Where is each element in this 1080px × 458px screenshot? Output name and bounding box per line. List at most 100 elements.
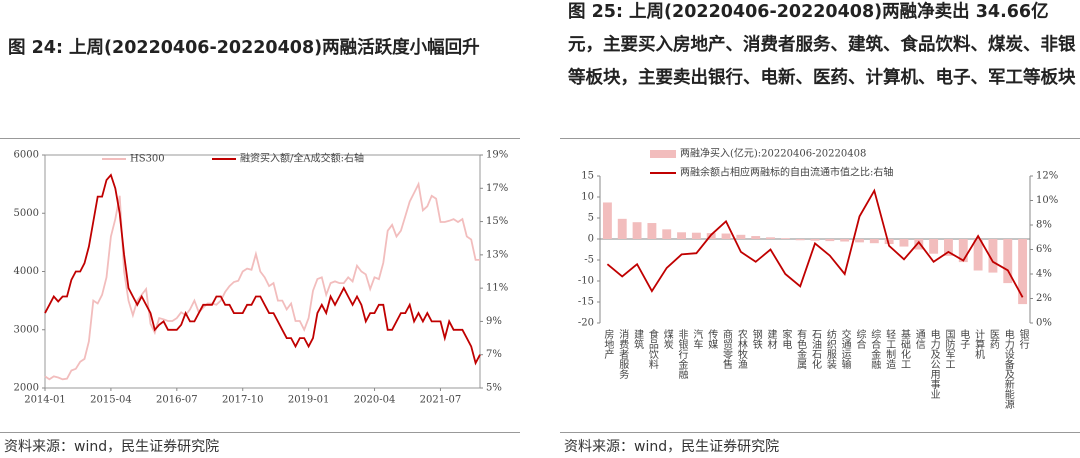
- right-panel: 图 25: 上周(20220406-20220408)两融净卖出 34.66亿元…: [560, 0, 1080, 458]
- x-tick-label: 2017-10: [222, 395, 264, 406]
- x-tick-label: 电力设备及新能源: [1002, 328, 1014, 410]
- y-tick-label: 5000: [14, 208, 39, 219]
- y2-tick-label: 7%: [486, 349, 502, 360]
- x-tick-label: 房地产: [602, 328, 614, 360]
- bar: [617, 218, 627, 239]
- x-tick-label: 煤炭: [661, 328, 673, 350]
- legend-label: 两融净买入(亿元):20220406-20220408: [680, 147, 866, 160]
- rule: [0, 432, 520, 433]
- source-note: 资料来源：wind，民生证券研究院: [564, 439, 780, 455]
- bar: [795, 239, 805, 241]
- x-tick-label: 2015-04: [90, 395, 132, 406]
- bar: [869, 239, 879, 244]
- x-tick-label: 农林牧渔: [735, 328, 747, 370]
- x-tick-label: 综合: [854, 328, 866, 350]
- chart: 2000 3000 4000 5000 6000 5% 7% 9% 11% 13% 15% 17% 19…: [14, 150, 509, 406]
- bar: [1003, 239, 1013, 284]
- x-tick-label: 电子: [958, 328, 970, 349]
- bar: [780, 238, 790, 239]
- bar: [840, 239, 850, 242]
- y2-tick-label: 4%: [1036, 269, 1052, 280]
- x-tick-label: 钢铁: [750, 328, 762, 350]
- y2-tick-label: 8%: [1036, 220, 1052, 231]
- legend-label: 融资买入额/全A成交额:右轴: [240, 152, 364, 165]
- legend-swatch: [650, 150, 676, 158]
- x-tick-label: 非银行金融: [676, 329, 688, 380]
- legend-label: 两融余额占相应两融标的自由流通市值之比:右轴: [680, 166, 893, 179]
- x-tick-label: 2020-04: [354, 395, 396, 406]
- y-tick-label: -5: [584, 255, 594, 266]
- x-tick-label: 2014-01: [24, 395, 66, 406]
- y2-tick-label: 15%: [486, 216, 508, 227]
- y2-tick-label: 2%: [1036, 293, 1052, 304]
- x-tick-label: 基础化工: [898, 328, 910, 369]
- bar: [944, 239, 953, 256]
- x-tick-label: 消费者服务: [617, 328, 629, 380]
- y-tick-label: -10: [578, 276, 594, 287]
- x-tick-label: 计算机: [973, 328, 985, 360]
- y2-tick-label: 10%: [1036, 195, 1058, 206]
- bar: [884, 239, 894, 245]
- bar: [736, 234, 746, 239]
- bar: [810, 239, 820, 241]
- bar: [691, 232, 701, 239]
- bar: [899, 239, 909, 247]
- bar: [766, 237, 775, 239]
- y2-tick-label: 5%: [486, 383, 502, 394]
- y-tick-label: 5: [588, 213, 594, 224]
- x-tick-label: 国防军工: [943, 329, 955, 369]
- x-tick-label: 2016-07: [156, 395, 198, 406]
- x-tick-label: 建筑: [632, 328, 644, 349]
- bar: [647, 223, 657, 239]
- y-tick-label: 15: [581, 171, 594, 182]
- x-tick-label: 传媒: [706, 329, 718, 350]
- y-tick-label: 6000: [14, 150, 39, 161]
- y2-tick-label: 9%: [486, 316, 502, 327]
- rule: [560, 138, 1080, 139]
- bar: [632, 222, 642, 239]
- rule: [560, 432, 1080, 433]
- bar: [914, 239, 924, 250]
- left-panel: 图 24: 上周(20220406-20220408)两融活跃度小幅回升 200…: [0, 0, 520, 458]
- y2-tick-label: 0%: [1036, 318, 1052, 329]
- x-tick-label: 2021-07: [420, 395, 462, 406]
- y-tick-label: 4000: [14, 266, 39, 277]
- y2-tick-label: 13%: [486, 249, 508, 260]
- x-tick-label: 综合金融: [869, 328, 881, 370]
- bar: [988, 239, 998, 273]
- x-tick-label: 汽车: [691, 328, 703, 350]
- x-tick-label: 医药: [987, 329, 999, 350]
- x-tick-label: 石油石化: [810, 329, 822, 369]
- x-tick-label: 家电: [780, 328, 792, 349]
- x-tick-label: 2019-01: [288, 395, 330, 406]
- x-tick-label: 电力及公用事业: [928, 328, 940, 399]
- x-tick-label: 银行: [1017, 328, 1029, 350]
- bar: [855, 239, 864, 243]
- bar: [721, 233, 731, 239]
- x-tick-label: 食品饮料: [646, 328, 658, 370]
- y2-tick-label: 19%: [486, 150, 508, 161]
- chart-title: 图 25: 上周(20220406-20220408)两融净卖出 34.66亿元…: [568, 2, 1076, 88]
- x-tick-label: 建材: [765, 328, 777, 349]
- bar: [662, 229, 672, 239]
- x-tick-label: 轻工制造: [884, 328, 896, 369]
- x-tick-label: 商贸零售: [721, 328, 733, 370]
- bar: [677, 232, 686, 239]
- bar: [973, 239, 983, 271]
- y2-tick-label: 6%: [1036, 244, 1052, 255]
- source-note: 资料来源：wind，民生证券研究院: [4, 439, 220, 455]
- bar: [958, 239, 968, 263]
- x-tick-label: 交通运输: [839, 328, 851, 370]
- y-tick-label: 0: [588, 234, 594, 245]
- y2-tick-label: 11%: [486, 283, 508, 294]
- x-tick-label: 有色金属: [795, 328, 807, 370]
- series-line: [44, 181, 480, 381]
- series-line: [606, 188, 1024, 298]
- y2-tick-label: 12%: [1036, 171, 1058, 182]
- bar: [825, 239, 835, 242]
- bar: [1018, 239, 1028, 305]
- bar: [602, 202, 612, 239]
- x-tick-label: 通信: [913, 329, 925, 350]
- series-line: [44, 173, 481, 366]
